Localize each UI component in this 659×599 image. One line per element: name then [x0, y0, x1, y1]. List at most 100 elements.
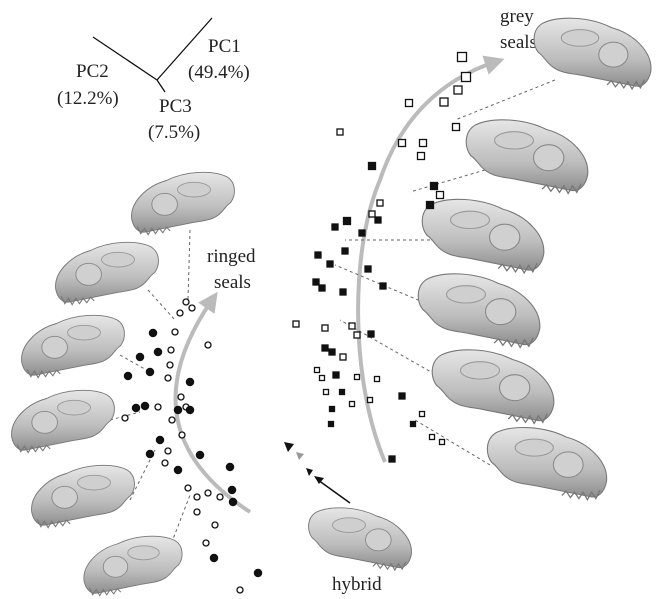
ringed-seal-point: [172, 329, 178, 335]
grey-seal-point: [342, 248, 348, 254]
grey-seal-point: [332, 224, 338, 230]
grey-seal-point: [377, 200, 383, 206]
grey-seal-point: [368, 331, 374, 337]
grey-seal-point: [340, 354, 346, 360]
grey-seal-point: [418, 153, 425, 160]
leader-line: [415, 420, 490, 465]
ringed-seal-point: [189, 305, 195, 311]
hybrid-pointer: [318, 480, 350, 503]
grey-seal-point: [368, 398, 373, 403]
ringed-seal-point: [237, 587, 243, 593]
ringed-seal-point: [174, 466, 181, 473]
grey-seal-point: [320, 376, 325, 381]
grey-seal-point: [324, 390, 329, 395]
grey-seal-point: [350, 402, 355, 407]
ringed-seal-point: [132, 404, 139, 411]
grey-seal-point: [333, 372, 339, 378]
skull-image: [534, 18, 651, 89]
grey-seal-point: [322, 345, 328, 351]
ringed-seal-point: [185, 485, 191, 491]
grey-seal-point: [430, 435, 435, 440]
ringed-seal-point: [203, 540, 209, 546]
grey-label: grey: [500, 6, 534, 27]
skull-image: [132, 172, 235, 234]
ringed-seal-point: [146, 450, 153, 457]
grey-seal-point: [375, 377, 380, 382]
grey-seal-point: [420, 140, 427, 147]
grey-seal-point: [293, 321, 299, 327]
ringed-seal-point: [210, 554, 217, 561]
grey-seal-point: [327, 261, 333, 267]
grey-label: seals: [500, 32, 537, 53]
grey-seal-point: [427, 202, 434, 209]
grey-seal-point: [411, 422, 416, 427]
ringed-label: seals: [214, 272, 251, 293]
ringed-seal-point: [167, 362, 173, 368]
ringed-seal-point: [226, 463, 233, 470]
figure: PC1 (49.4%) PC2 (12.2%) PC3 (7.5%) ringe…: [0, 0, 659, 599]
pc3-label: PC3: [159, 96, 192, 117]
grey-seal-point: [375, 217, 381, 223]
pc3-axis: [157, 80, 165, 92]
grey-seal-point: [389, 456, 395, 462]
grey-seal-point: [315, 368, 320, 373]
ringed-seal-point: [177, 310, 183, 316]
grey-seal-point: [313, 279, 319, 285]
ringed-seal-point: [155, 404, 161, 410]
ringed-seal-point: [179, 432, 185, 438]
skull-image: [56, 242, 159, 304]
grey-seal-point: [319, 285, 325, 291]
skull-image: [309, 508, 412, 570]
skull-image: [22, 315, 125, 377]
grey-seal-point: [340, 390, 345, 395]
grey-seal-point: [369, 211, 375, 217]
grey-seal-point: [329, 422, 334, 427]
ringed-seal-point: [174, 406, 181, 413]
ringed-seal-point: [169, 417, 175, 423]
ringed-seal-point: [183, 299, 189, 305]
grey-seal-point: [399, 393, 405, 399]
leader-line: [188, 230, 190, 300]
hybrid-marker: [306, 468, 313, 476]
ringed-seal-point: [154, 348, 161, 355]
ringed-seal-point: [165, 375, 171, 381]
ringed-seal-point: [194, 494, 200, 500]
ringed-seal-point: [196, 451, 203, 458]
page: PC1 (49.4%) PC2 (12.2%) PC3 (7.5%) ringe…: [0, 0, 659, 599]
skull-image: [84, 536, 182, 595]
leader-line: [410, 170, 485, 192]
grey-seal-point: [315, 252, 321, 258]
grey-seal-point: [349, 323, 355, 329]
ringed-seal-point: [141, 402, 148, 409]
ringed-seal-point: [205, 490, 211, 496]
grey-seal-point: [453, 124, 460, 131]
ringed-seal-point: [212, 522, 218, 528]
grey-seal-point: [365, 266, 371, 272]
pc2-label: PC2: [76, 61, 109, 82]
grey-seal-point: [406, 100, 413, 107]
skull-image: [32, 465, 135, 527]
grey-seal-point: [431, 183, 438, 190]
ringed-seal-point: [186, 378, 193, 385]
leader-line: [455, 80, 555, 120]
grey-seal-point: [420, 412, 425, 417]
grey-seal-point: [337, 129, 343, 135]
skull-image: [487, 428, 606, 500]
grey-seal-point: [462, 73, 471, 82]
ringed-seal-point: [162, 460, 168, 466]
pc2-variance: (12.2%): [57, 88, 119, 109]
skull-image: [12, 390, 115, 452]
leader-line: [148, 290, 175, 320]
ringed-seal-point: [122, 415, 128, 421]
ringed-seal-point: [228, 486, 235, 493]
ringed-seal-point: [254, 569, 261, 576]
leader-line: [120, 355, 150, 372]
grey-seal-point: [340, 289, 346, 295]
ringed-seal-point: [205, 342, 211, 348]
hybrid-label: hybrid: [332, 574, 382, 595]
ringed-seal-point: [149, 329, 156, 336]
grey-seal-point: [354, 332, 360, 338]
grey-seal-point: [344, 218, 351, 225]
ringed-seal-point: [168, 347, 174, 353]
skull-image: [466, 120, 588, 194]
